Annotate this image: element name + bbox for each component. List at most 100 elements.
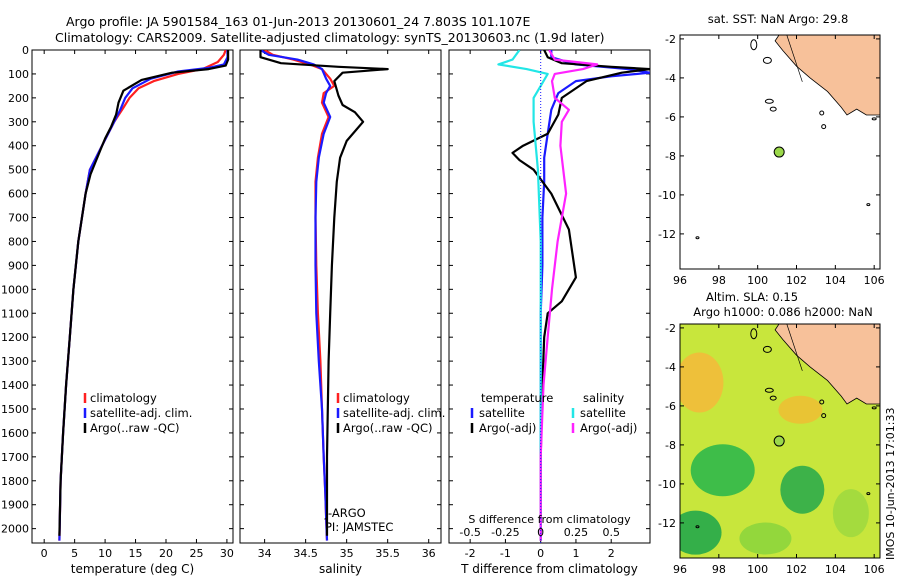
- island-outline: [695, 525, 700, 529]
- map-x-tick-label: 100: [747, 563, 768, 576]
- island-outline: [764, 387, 774, 393]
- island-outline: [762, 56, 772, 64]
- map-y-tick-label: -10: [658, 189, 676, 202]
- x-tick-label: 30: [220, 547, 234, 560]
- sla-mid-region: [739, 522, 792, 555]
- x-tick-label: 10: [98, 547, 112, 560]
- map_sst-map: [679, 34, 881, 270]
- x-tick-label: 1: [572, 547, 579, 560]
- land-mass: [774, 35, 880, 116]
- figure-title-line2: Climatology: CARS2009. Satellite-adjuste…: [55, 30, 605, 45]
- map-y-tick-label: -6: [665, 400, 676, 413]
- island-outline: [871, 406, 877, 410]
- y-tick-label: 2000: [1, 523, 29, 536]
- annotation-pi: PI: JAMSTEC: [325, 520, 393, 534]
- annotation-jargo: J-ARGO: [324, 506, 366, 520]
- legend-heading: temperature: [481, 391, 553, 405]
- island-outline: [764, 98, 774, 104]
- island-outline: [819, 399, 825, 405]
- sst-map-title: sat. SST: NaN Argo: 29.8: [708, 12, 849, 26]
- island-outline: [750, 39, 758, 51]
- sla-low-region: [680, 510, 722, 555]
- panel-frame: [31, 49, 234, 544]
- series-line-sal_satellite: [497, 50, 549, 541]
- sla-map-title-2: Argo h1000: 0.086 h2000: NaN: [693, 305, 872, 319]
- series-group: [58, 50, 230, 541]
- legend-label: Argo(-adj): [580, 421, 637, 435]
- x-tick-label: 0: [41, 547, 48, 560]
- legend-label: climatology: [343, 391, 410, 405]
- sla-mid-region: [832, 489, 869, 538]
- map-y-tick-label: -2: [665, 322, 676, 335]
- series-line-satellite: [259, 50, 332, 541]
- legend-label: satellite-adj. clim.: [343, 406, 445, 420]
- map-x-tick-label: 104: [825, 563, 846, 576]
- island-outline: [750, 328, 758, 340]
- y-tick-label: 1400: [1, 379, 29, 392]
- sla-low-region: [690, 444, 755, 497]
- y-tick-label: 300: [8, 116, 29, 129]
- panel-frame: [239, 49, 442, 544]
- island-outline: [769, 106, 777, 112]
- map-x-tick-label: 98: [712, 563, 726, 576]
- x-tick-label: 20: [159, 547, 173, 560]
- y-tick-label: 1000: [1, 283, 29, 296]
- coast-line: [786, 324, 803, 371]
- series-line-sal_argo: [539, 50, 599, 541]
- map-x-tick-label: 100: [747, 274, 768, 287]
- y-tick-label: 1600: [1, 427, 29, 440]
- series-group: [259, 50, 389, 541]
- map-x-tick-label: 96: [673, 274, 687, 287]
- s-tick-label: -0.5: [459, 526, 480, 539]
- map-y-tick-label: -2: [665, 33, 676, 46]
- y-tick-label: 600: [8, 188, 29, 201]
- legend-heading: salinity: [583, 391, 624, 405]
- x-tick-label: 35.5: [375, 547, 400, 560]
- coast-line: [786, 35, 803, 82]
- legend-label: satellite-adj. clim.: [90, 406, 192, 420]
- argo-float-marker: [773, 146, 785, 158]
- map-y-tick-label: -6: [665, 111, 676, 124]
- island-outline: [695, 236, 700, 240]
- map-x-tick-label: 102: [786, 274, 807, 287]
- y-tick-label: 1900: [1, 499, 29, 512]
- map-y-tick-label: -10: [658, 478, 676, 491]
- y-tick-label: 900: [8, 259, 29, 272]
- map_sla-map: [679, 323, 881, 559]
- map-frame: [679, 34, 881, 270]
- series-line-argo: [511, 50, 650, 541]
- island-outline: [762, 345, 772, 353]
- x-tick-label: 0: [537, 547, 544, 560]
- legend-label: satellite: [580, 406, 626, 420]
- x-axis-label: temperature (deg C): [71, 562, 194, 576]
- map-x-tick-label: 102: [786, 563, 807, 576]
- s-tick-label: 0: [537, 526, 544, 539]
- y-tick-label: 500: [8, 164, 29, 177]
- x-tick-label: 2: [608, 547, 615, 560]
- s-tick-label: 0.5: [602, 526, 620, 539]
- map-content: [680, 324, 880, 558]
- x-tick-label: 5: [71, 547, 78, 560]
- legend-label: climatology: [90, 391, 157, 405]
- x-tick-label: -2: [465, 547, 476, 560]
- sla-high-region: [680, 352, 724, 413]
- series-line-argo: [259, 50, 389, 536]
- island-outline: [821, 124, 827, 130]
- y-tick-label: 400: [8, 140, 29, 153]
- x-tick-label: 34.5: [293, 547, 318, 560]
- x-tick-label: 25: [189, 547, 203, 560]
- island-outline: [819, 110, 825, 116]
- map-content: [695, 35, 880, 240]
- sla-high-region: [778, 395, 823, 424]
- y-tick-label: 1800: [1, 475, 29, 488]
- map-y-tick-label: -8: [665, 150, 676, 163]
- map-x-tick-label: 104: [825, 274, 846, 287]
- y-tick-label: 0: [22, 44, 29, 57]
- map-x-tick-label: 106: [864, 274, 885, 287]
- profile-panel-1: [31, 49, 234, 544]
- legend-label: Argo(..raw -QC): [90, 421, 180, 435]
- x-axis-label: salinity: [319, 562, 362, 576]
- y-tick-label: 1200: [1, 331, 29, 344]
- y-tick-label: 1100: [1, 307, 29, 320]
